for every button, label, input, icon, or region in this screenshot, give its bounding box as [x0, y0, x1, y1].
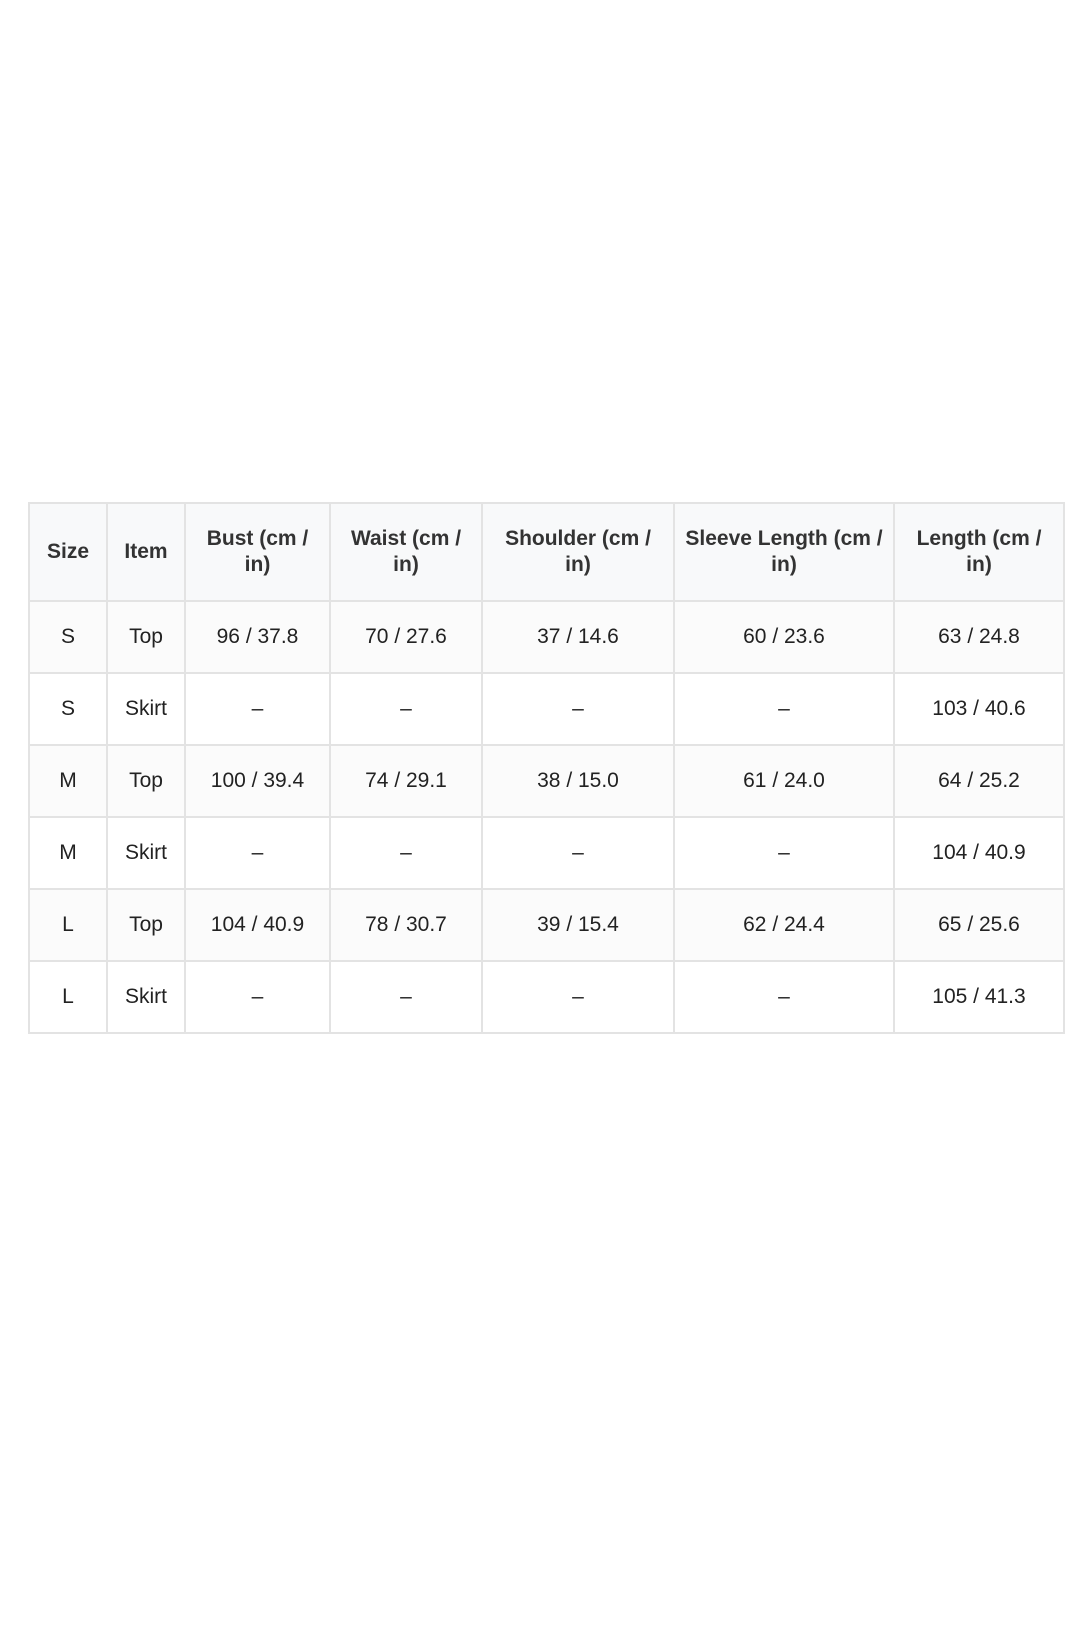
cell-bust: – — [184, 672, 331, 746]
cell-shoulder: – — [481, 672, 675, 746]
cell-item: Skirt — [106, 816, 186, 890]
cell-size: M — [28, 816, 108, 890]
table-row: L Skirt – – – –105 / 41.3 — [28, 960, 1065, 1034]
cell-size: S — [28, 600, 108, 674]
header-size: Size — [28, 502, 108, 602]
header-length: Length (cm / in) — [893, 502, 1065, 602]
cell-sleeve-length: 60 / 23.6 — [673, 600, 895, 674]
cell-size: S — [28, 672, 108, 746]
cell-bust: – — [184, 816, 331, 890]
cell-size: M — [28, 744, 108, 818]
cell-length: 64 / 25.2 — [893, 744, 1065, 818]
cell-bust: 104 / 40.9 — [184, 888, 331, 962]
cell-waist: 70 / 27.6 — [329, 600, 483, 674]
cell-item: Top — [106, 600, 186, 674]
cell-size: L — [28, 888, 108, 962]
cell-shoulder: 39 / 15.4 — [481, 888, 675, 962]
cell-sleeve-length: – — [673, 816, 895, 890]
cell-waist: – — [329, 672, 483, 746]
cell-bust: – — [184, 960, 331, 1034]
cell-sleeve-length: – — [673, 672, 895, 746]
cell-size: L — [28, 960, 108, 1034]
cell-waist: – — [329, 816, 483, 890]
cell-sleeve-length: 61 / 24.0 — [673, 744, 895, 818]
header-shoulder: Shoulder (cm / in) — [481, 502, 675, 602]
table-row: M Skirt – – – –104 / 40.9 — [28, 816, 1065, 890]
header-waist: Waist (cm / in) — [329, 502, 483, 602]
cell-length: 63 / 24.8 — [893, 600, 1065, 674]
cell-shoulder: 37 / 14.6 — [481, 600, 675, 674]
cell-shoulder: 38 / 15.0 — [481, 744, 675, 818]
cell-item: Skirt — [106, 672, 186, 746]
cell-shoulder: – — [481, 960, 675, 1034]
table-row: S Skirt – – – –103 / 40.6 — [28, 672, 1065, 746]
cell-shoulder: – — [481, 816, 675, 890]
header-bust: Bust (cm / in) — [184, 502, 331, 602]
cell-bust: 96 / 37.8 — [184, 600, 331, 674]
table-row: S Top 96 / 37.8 70 / 27.6 37 / 14.6 60 / 23.6… — [28, 600, 1065, 674]
cell-sleeve-length: 62 / 24.4 — [673, 888, 895, 962]
cell-item: Skirt — [106, 960, 186, 1034]
cell-length: 105 / 41.3 — [893, 960, 1065, 1034]
cell-sleeve-length: – — [673, 960, 895, 1034]
header-row: Size Item Bust (cm / in) Waist (cm / in)… — [28, 502, 1065, 602]
cell-item: Top — [106, 888, 186, 962]
header-item: Item — [106, 502, 186, 602]
header-sleeve-length: Sleeve Length (cm / in) — [673, 502, 895, 602]
table-row: L Top 104 / 40.9 78 / 30.7 39 / 15.4 62 / 24.… — [28, 888, 1065, 962]
table-row: M Top 100 / 39.4 74 / 29.1 38 / 15.0 61 / 24.… — [28, 744, 1065, 818]
cell-length: 104 / 40.9 — [893, 816, 1065, 890]
cell-waist: – — [329, 960, 483, 1034]
cell-waist: 78 / 30.7 — [329, 888, 483, 962]
cell-item: Top — [106, 744, 186, 818]
cell-waist: 74 / 29.1 — [329, 744, 483, 818]
cell-length: 65 / 25.6 — [893, 888, 1065, 962]
cell-length: 103 / 40.6 — [893, 672, 1065, 746]
cell-bust: 100 / 39.4 — [184, 744, 331, 818]
size-chart-table: Size Item Bust (cm / in) Waist (cm / in)… — [28, 502, 1065, 1034]
